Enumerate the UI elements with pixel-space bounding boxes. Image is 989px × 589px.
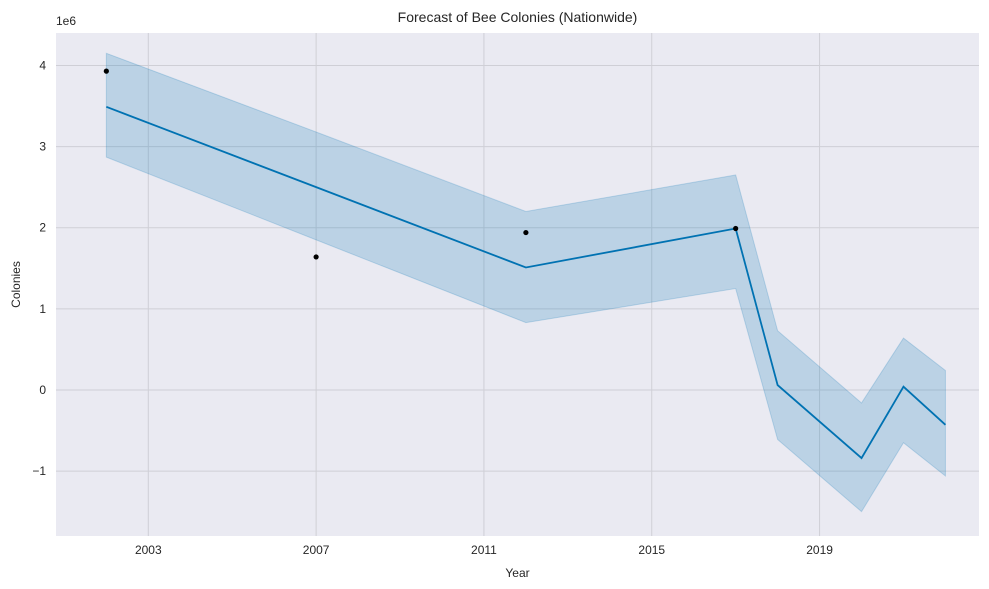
y-tick-label: 3 xyxy=(39,140,46,154)
y-axis-label: Colonies xyxy=(9,261,23,308)
chart-title: Forecast of Bee Colonies (Nationwide) xyxy=(398,9,638,25)
uncertainty-band xyxy=(105,52,946,513)
y-tick-label: 4 xyxy=(39,58,46,72)
x-tick-label: 2019 xyxy=(806,543,833,557)
grid-lines xyxy=(56,33,979,536)
y-tick-label: −1 xyxy=(32,464,46,478)
x-axis-label: Year xyxy=(505,566,529,580)
x-axis-ticks: 2003 2007 2011 2015 2019 xyxy=(135,543,833,557)
x-tick-label: 2007 xyxy=(303,543,330,557)
observed-points xyxy=(103,68,739,260)
y-axis-ticks: −1 0 1 2 3 4 xyxy=(32,58,46,478)
x-tick-label: 2011 xyxy=(471,543,497,557)
observed-point xyxy=(733,225,739,232)
y-tick-label: 0 xyxy=(39,383,46,397)
observed-point xyxy=(313,254,319,260)
plot-area xyxy=(56,33,979,536)
x-tick-label: 2015 xyxy=(638,543,665,557)
x-tick-label: 2003 xyxy=(135,543,162,557)
observed-point xyxy=(103,68,109,74)
y-tick-label: 1 xyxy=(39,302,46,316)
y-tick-label: 2 xyxy=(39,221,46,235)
observed-point xyxy=(523,229,529,236)
y-axis-scale-factor: 1e6 xyxy=(56,14,76,28)
forecast-line xyxy=(106,105,947,460)
